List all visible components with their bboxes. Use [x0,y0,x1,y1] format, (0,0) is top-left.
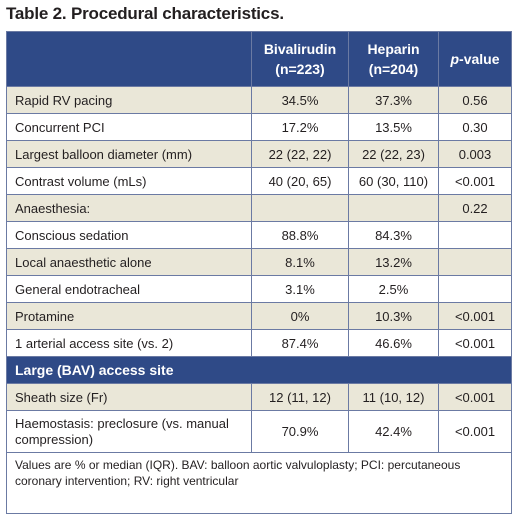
cell-bivalirudin [251,194,349,222]
table-row: Largest balloon diameter (mm) 22 (22, 22… [6,140,512,168]
cell-bivalirudin: 34.5% [251,86,349,114]
cell-heparin [348,194,439,222]
row-label: Contrast volume (mLs) [6,167,252,195]
cell-p-value: <0.001 [438,329,512,357]
table-footnote: Values are % or median (IQR). BAV: ballo… [6,452,512,514]
header-bivalirudin-name: Bivalirudin [263,41,337,57]
table-row: Concurrent PCI 17.2% 13.5% 0.30 [6,113,512,141]
row-label: Sheath size (Fr) [6,383,252,411]
procedural-characteristics-table: Bivalirudin (n=223) Heparin (n=204) p-va… [6,31,512,514]
table-row: General endotracheal 3.1% 2.5% [6,275,512,303]
row-label: Local anaesthetic alone [6,248,252,276]
table-row: Anaesthesia: 0.22 [6,194,512,222]
row-label: General endotracheal [6,275,252,303]
header-p-value: p-value [438,31,512,87]
cell-p-value [438,221,512,249]
cell-bivalirudin: 40 (20, 65) [251,167,349,195]
section-heading: Large (BAV) access site [6,356,512,384]
section-row: Large (BAV) access site [6,356,512,384]
cell-p-value [438,248,512,276]
cell-p-value: 0.30 [438,113,512,141]
row-label: Haemostasis: preclosure (vs. manual comp… [6,410,252,453]
row-label: Rapid RV pacing [6,86,252,114]
cell-p-value: <0.001 [438,302,512,330]
row-label: Concurrent PCI [6,113,252,141]
header-p-rest: -value [459,51,500,67]
header-heparin: Heparin (n=204) [348,31,439,87]
cell-bivalirudin: 87.4% [251,329,349,357]
cell-heparin: 37.3% [348,86,439,114]
cell-bivalirudin: 12 (11, 12) [251,383,349,411]
table-row: Rapid RV pacing 34.5% 37.3% 0.56 [6,86,512,114]
table-row: Sheath size (Fr) 12 (11, 12) 11 (10, 12)… [6,383,512,411]
table-row: Conscious sedation 88.8% 84.3% [6,221,512,249]
header-heparin-name: Heparin [367,41,420,57]
row-label: 1 arterial access site (vs. 2) [6,329,252,357]
footnote-row: Values are % or median (IQR). BAV: ballo… [6,452,512,514]
header-bivalirudin-n: (n=223) [275,61,325,77]
header-p-italic: p [450,51,460,67]
row-label: Conscious sedation [6,221,252,249]
cell-heparin: 10.3% [348,302,439,330]
cell-p-value: <0.001 [438,167,512,195]
cell-heparin: 22 (22, 23) [348,140,439,168]
row-label: Largest balloon diameter (mm) [6,140,252,168]
table-title: Table 2. Procedural characteristics. [6,4,284,23]
cell-p-value: <0.001 [438,410,512,453]
cell-p-value: 0.003 [438,140,512,168]
cell-p-value: 0.56 [438,86,512,114]
header-empty [6,31,252,87]
cell-heparin: 46.6% [348,329,439,357]
table-row: 1 arterial access site (vs. 2) 87.4% 46.… [6,329,512,357]
header-bivalirudin: Bivalirudin (n=223) [251,31,349,87]
cell-p-value: 0.22 [438,194,512,222]
cell-heparin: 42.4% [348,410,439,453]
row-label: Protamine [6,302,252,330]
cell-heparin: 60 (30, 110) [348,167,439,195]
cell-heparin: 84.3% [348,221,439,249]
cell-bivalirudin: 70.9% [251,410,349,453]
cell-heparin: 2.5% [348,275,439,303]
cell-heparin: 13.2% [348,248,439,276]
table-row: Protamine 0% 10.3% <0.001 [6,302,512,330]
cell-bivalirudin: 22 (22, 22) [251,140,349,168]
cell-p-value [438,275,512,303]
cell-bivalirudin: 17.2% [251,113,349,141]
header-row: Bivalirudin (n=223) Heparin (n=204) p-va… [6,31,512,87]
cell-bivalirudin: 8.1% [251,248,349,276]
cell-p-value: <0.001 [438,383,512,411]
table-row: Local anaesthetic alone 8.1% 13.2% [6,248,512,276]
row-label: Anaesthesia: [6,194,252,222]
table-row: Haemostasis: preclosure (vs. manual comp… [6,410,512,453]
cell-bivalirudin: 3.1% [251,275,349,303]
cell-bivalirudin: 0% [251,302,349,330]
cell-heparin: 11 (10, 12) [348,383,439,411]
table-row: Contrast volume (mLs) 40 (20, 65) 60 (30… [6,167,512,195]
header-heparin-n: (n=204) [368,61,419,77]
cell-heparin: 13.5% [348,113,439,141]
cell-bivalirudin: 88.8% [251,221,349,249]
